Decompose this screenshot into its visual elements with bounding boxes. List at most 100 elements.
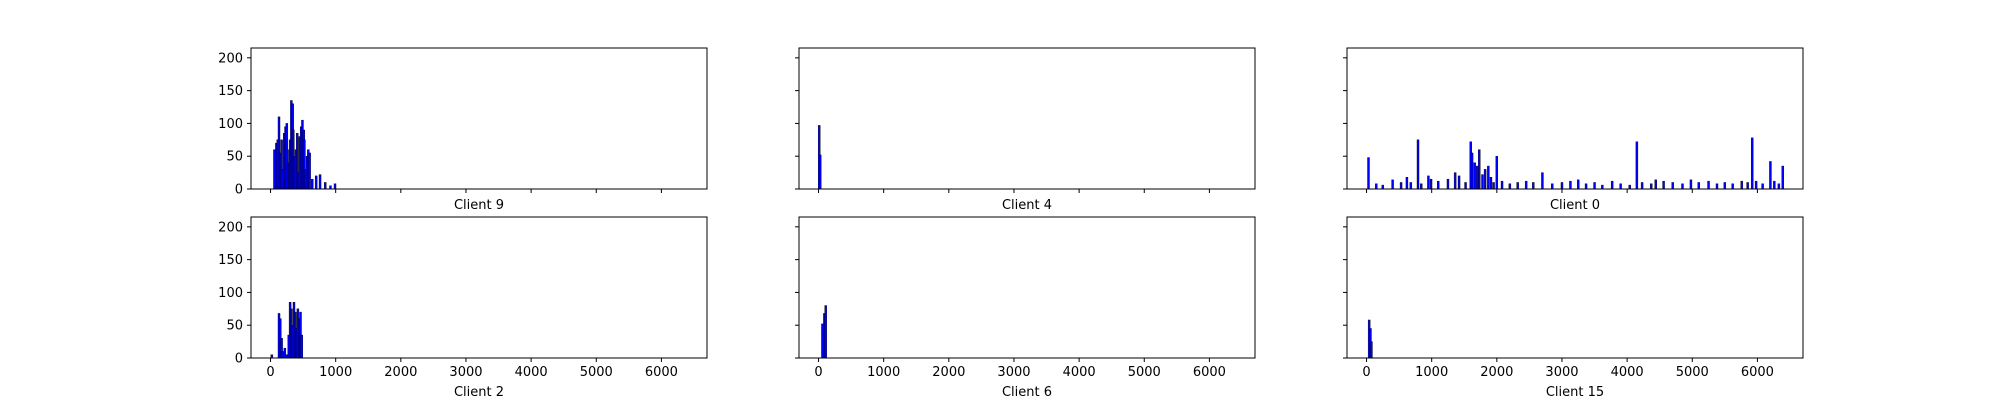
bar [1500,180,1504,190]
bar [1560,182,1564,190]
bar [1487,165,1490,190]
subplot-label: Client 9 [454,198,504,213]
x-tick-label: 5000 [1128,365,1161,380]
y-tick-label: 0 [235,352,243,367]
bar [1635,141,1639,190]
subplot-label: Client 2 [454,385,504,400]
bar [1436,180,1440,190]
x-tick-label: 1000 [319,365,352,380]
bar [1769,161,1772,190]
bar [1628,184,1631,190]
bar [333,183,337,190]
bar [1429,178,1433,190]
bar [273,149,276,190]
y-tick-label: 50 [226,150,243,165]
bar [311,178,314,190]
x-tick-label: 5000 [580,365,613,380]
bar [1584,183,1588,190]
bar [1495,156,1499,190]
bar [821,323,824,359]
subplot-label: Client 4 [1002,198,1052,213]
bar [1681,183,1684,190]
bar [1761,183,1764,190]
subplot-1: 0 50 100 150 200 Client 9 [218,47,708,213]
bar [1723,182,1727,190]
subplot-3: Client 0 [1343,47,1804,213]
bar [1375,183,1378,190]
axes-frame [1346,216,1804,359]
y-tick-label: 50 [226,319,243,334]
bar [1777,183,1781,190]
x-tick-label: 6000 [645,365,678,380]
bar [281,351,285,359]
bar [1662,180,1665,190]
subplot-2: Client 4 [795,47,1256,213]
bar [1619,183,1622,190]
bar [1654,179,1657,190]
bar [1750,137,1754,190]
bar [1457,175,1461,190]
x-tick-label: 0 [266,365,274,380]
bar [1610,180,1614,190]
bar [1399,182,1403,190]
bar [1569,180,1572,190]
bar [1489,176,1493,190]
subplot-4: 0 1000 2000 3000 4000 5000 6000 0 50 100 150 200 Cli… [218,216,708,400]
bar [1420,183,1423,190]
axes-frame [1346,47,1804,190]
bar [1524,180,1528,190]
subplot-5: 0 1000 2000 3000 4000 5000 6000 Client 6 [795,216,1256,400]
bar [1532,182,1535,190]
bar [1409,182,1413,190]
bar [1541,172,1544,190]
bar [1715,183,1719,190]
y-tick-label: 200 [218,51,243,66]
bar [1476,165,1479,190]
bar [1370,341,1373,359]
axes-frame [250,216,708,359]
bar [1689,179,1693,190]
subplot-label: Client 6 [1002,385,1052,400]
bar [1640,182,1644,190]
bar [1593,182,1596,190]
bar [1601,184,1604,190]
y-tick-label: 100 [218,286,243,301]
bar [1367,157,1370,190]
bar [1731,183,1734,190]
bar [824,305,827,359]
bar [1464,182,1467,190]
bar [1391,179,1394,190]
bar [1483,169,1487,190]
bar [1740,180,1743,190]
x-tick-label: 2000 [1480,365,1513,380]
bar [314,175,318,190]
bar [1707,180,1710,190]
bar [1481,174,1484,190]
bar [1416,139,1420,190]
x-tick-label: 4000 [515,365,548,380]
x-tick-label: 3000 [449,365,482,380]
bar [300,334,304,359]
x-tick-label: 3000 [997,365,1030,380]
x-tick-label: 2000 [384,365,417,380]
y-tick-label: 150 [218,84,243,99]
subplot-label: Client 0 [1550,198,1600,213]
y-tick-label: 150 [218,253,243,268]
bar [1473,162,1476,190]
bar [308,152,311,190]
bar [1746,182,1749,190]
x-tick-label: 6000 [1193,365,1226,380]
bar [1453,172,1457,190]
bar [1781,165,1785,190]
axes-frame [798,216,1256,359]
bar [1773,180,1776,190]
y-tick-label: 100 [218,117,243,132]
x-tick-label: 4000 [1611,365,1644,380]
x-tick-label: 6000 [1741,365,1774,380]
bar [1508,183,1512,190]
axes-frame [798,47,1256,190]
y-tick-label: 200 [218,220,243,235]
y-tick-label: 0 [235,183,243,198]
subplot-label: Client 15 [1546,385,1604,400]
